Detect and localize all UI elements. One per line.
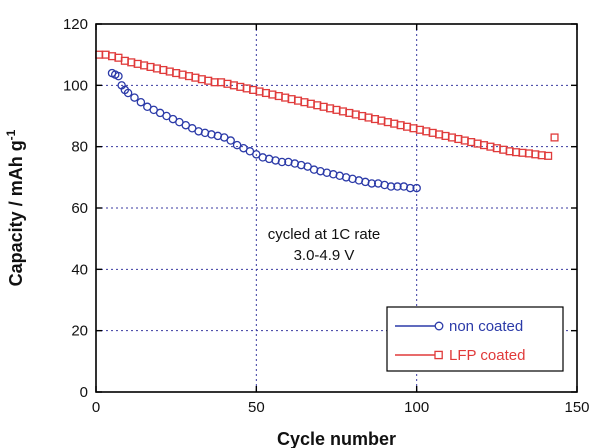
y-tick-label: 60	[71, 200, 88, 217]
y-tick-label: 120	[63, 16, 88, 33]
y-tick-label: 20	[71, 323, 88, 340]
series-non-coated	[107, 68, 421, 193]
legend-label: non coated	[449, 318, 523, 335]
y-tick-label: 40	[71, 261, 88, 278]
y-tick-label: 0	[80, 384, 88, 401]
x-tick-label: 50	[248, 399, 265, 416]
legend-label: LFP coated	[449, 347, 525, 364]
legend-marker	[434, 321, 444, 331]
data-point	[130, 93, 139, 102]
y-axis-title-main: Capacity / mAh g	[6, 140, 26, 286]
y-tick-label: 80	[71, 139, 88, 156]
data-point	[226, 136, 235, 145]
data-point	[367, 179, 377, 188]
series-layer	[95, 50, 559, 193]
legend-item: non coated	[395, 318, 523, 335]
y-axis-title-superscript: -1	[4, 129, 18, 140]
data-point	[412, 183, 421, 193]
ticks: 0 50 100 150 0 20 40 60 80 100 120	[63, 16, 590, 416]
annotation-rate: cycled at 1C rate	[268, 226, 381, 243]
y-axis-title: Capacity / mAh g-1	[4, 129, 26, 286]
x-tick-label: 0	[92, 399, 100, 416]
data-point	[544, 151, 553, 160]
data-point	[550, 133, 559, 142]
x-tick-label: 100	[404, 399, 429, 416]
data-point	[393, 182, 402, 191]
x-tick-label: 150	[564, 399, 589, 416]
legend: non coated LFP coated	[386, 306, 564, 372]
data-point	[386, 182, 396, 191]
annotation-voltage: 3.0-4.9 V	[294, 247, 355, 264]
legend-item: LFP coated	[395, 347, 525, 364]
legend-box	[386, 306, 564, 372]
data-point	[136, 97, 146, 107]
data-point	[123, 88, 133, 98]
x-axis-title: Cycle number	[277, 429, 396, 448]
y-tick-label: 100	[63, 77, 88, 94]
series-lfp-coated	[95, 50, 559, 160]
data-point	[114, 71, 123, 81]
data-point	[406, 183, 415, 193]
legend-marker	[434, 350, 443, 360]
data-point	[277, 157, 287, 167]
